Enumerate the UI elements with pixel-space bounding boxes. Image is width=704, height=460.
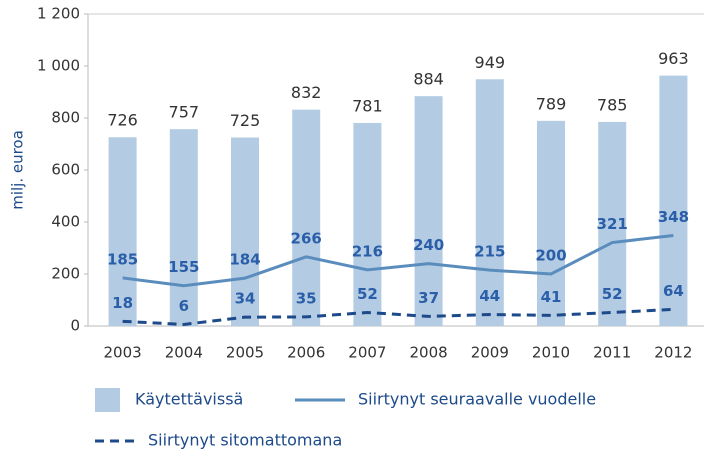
value-label: 64 xyxy=(663,282,684,300)
value-label: 18 xyxy=(112,294,133,312)
value-label: 200 xyxy=(535,247,566,265)
x-tick-label: 2010 xyxy=(532,344,570,362)
y-tick-label: 600 xyxy=(51,161,80,179)
bar xyxy=(353,122,382,326)
y-tick-label: 1 000 xyxy=(37,57,80,75)
value-label: 321 xyxy=(597,215,628,233)
value-label: 785 xyxy=(597,95,628,114)
value-label: 781 xyxy=(352,96,383,115)
bar xyxy=(659,75,688,327)
value-label: 37 xyxy=(418,289,439,307)
value-label: 52 xyxy=(602,285,623,303)
value-label: 348 xyxy=(658,208,689,226)
bar xyxy=(598,121,627,327)
value-label: 963 xyxy=(658,49,689,68)
value-label: 44 xyxy=(479,287,500,305)
bar xyxy=(414,96,443,326)
bar xyxy=(537,120,565,326)
value-label: 184 xyxy=(229,251,260,269)
x-tick-label: 2005 xyxy=(226,344,264,362)
legend-label: Siirtynyt sitomattomana xyxy=(148,431,342,450)
x-tick-label: 2011 xyxy=(593,344,631,362)
bar xyxy=(292,109,321,327)
y-tick-label: 800 xyxy=(51,109,80,127)
bar xyxy=(108,137,137,326)
line xyxy=(122,307,674,326)
value-label: 41 xyxy=(541,288,562,306)
y-axis-label: milj. euroa xyxy=(9,130,27,210)
value-label: 725 xyxy=(230,111,261,130)
value-label: 35 xyxy=(296,289,317,307)
value-label: 6 xyxy=(179,297,189,315)
value-label: 757 xyxy=(169,103,200,122)
x-tick-label: 2007 xyxy=(348,344,386,362)
value-label: 949 xyxy=(475,53,506,72)
line xyxy=(122,234,674,288)
value-label: 789 xyxy=(536,94,567,113)
bar xyxy=(475,79,504,326)
y-tick-label: 400 xyxy=(51,213,80,231)
value-label: 216 xyxy=(352,242,383,260)
y-tick-label: 1 200 xyxy=(37,5,80,23)
y-tick-label: 200 xyxy=(51,265,80,283)
x-tick-label: 2012 xyxy=(654,344,692,362)
value-label: 155 xyxy=(168,258,199,276)
legend-label: Käytettävissä xyxy=(135,390,243,409)
value-label: 52 xyxy=(357,285,378,303)
y-tick-label: 0 xyxy=(70,317,80,335)
legend-swatch xyxy=(95,388,120,412)
x-tick-label: 2009 xyxy=(471,344,509,362)
x-tick-label: 2008 xyxy=(410,344,448,362)
value-label: 215 xyxy=(474,243,505,261)
legend-label: Siirtynyt seuraavalle vuodelle xyxy=(358,390,596,409)
bar xyxy=(231,137,259,326)
value-label: 34 xyxy=(235,290,256,308)
value-label: 185 xyxy=(107,250,138,268)
bar xyxy=(169,129,198,326)
value-label: 832 xyxy=(291,83,322,102)
value-label: 240 xyxy=(413,236,444,254)
value-label: 266 xyxy=(291,229,322,247)
value-label: 726 xyxy=(107,111,138,130)
x-tick-label: 2006 xyxy=(287,344,325,362)
x-tick-label: 2004 xyxy=(165,344,203,362)
value-label: 884 xyxy=(413,70,444,89)
x-tick-label: 2003 xyxy=(104,344,142,362)
